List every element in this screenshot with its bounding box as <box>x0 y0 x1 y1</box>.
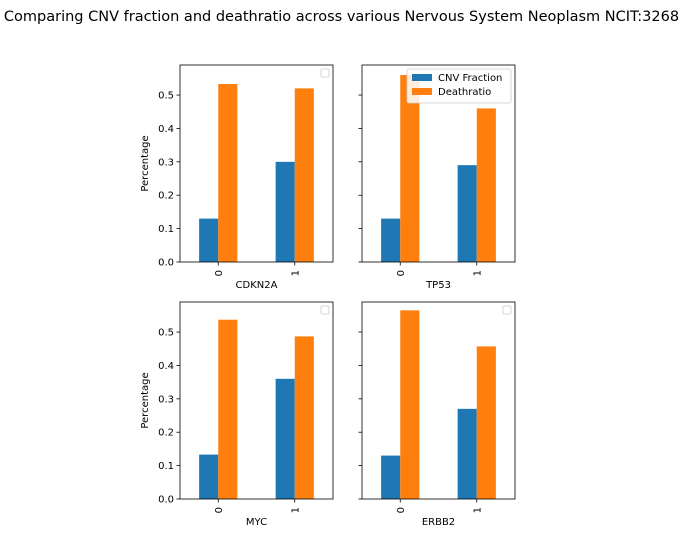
legend-label: CNV Fraction <box>438 73 502 84</box>
x-axis-label: CDKN2A <box>236 280 278 291</box>
bar-deathratio-1 <box>294 336 314 499</box>
empty-legend-box <box>320 305 330 315</box>
y-tick-label: 0.3 <box>158 394 174 405</box>
bar-cnv-fraction-1 <box>275 378 295 499</box>
bar-cnv-fraction-1 <box>457 408 477 499</box>
y-tick-label: 0.3 <box>158 157 174 168</box>
x-tick-label: 0 <box>214 270 225 276</box>
x-tick-label: 1 <box>290 507 301 513</box>
y-tick-label: 0.2 <box>158 428 174 439</box>
legend-box <box>406 68 512 104</box>
x-tick-label: 0 <box>396 507 407 513</box>
y-axis-label: Percentage <box>140 372 151 428</box>
x-tick-label: 0 <box>396 270 407 276</box>
bar-deathratio-1 <box>294 88 314 263</box>
legend-swatch <box>412 74 432 81</box>
empty-legend-box <box>320 68 330 78</box>
figure-title: Comparing CNV fraction and deathratio ac… <box>4 9 679 25</box>
axes-frame <box>361 301 516 500</box>
legend: CNV Fraction Deathratio <box>406 68 512 104</box>
subplot-bottom-right: 0 1 ERBB2 <box>358 301 516 528</box>
subplots: 0 1 0.0 0.1 0.2 0.3 0.4 0.5 CDKN2A Percentage 0 1 TP… <box>140 64 516 528</box>
y-tick-label: 0.5 <box>158 91 174 102</box>
empty-legend-box <box>502 305 512 315</box>
y-tick-label: 0.1 <box>158 224 174 235</box>
axes-frame <box>361 64 516 263</box>
x-tick-label: 0 <box>214 507 225 513</box>
legend-swatch <box>412 88 432 95</box>
y-tick-label: 0.0 <box>158 495 174 506</box>
axes-frame <box>179 64 334 263</box>
bar-deathratio-0 <box>218 84 238 262</box>
y-tick-label: 0.5 <box>158 328 174 339</box>
x-tick-label: 1 <box>472 270 483 276</box>
bar-cnv-fraction-0 <box>381 218 401 262</box>
y-tick-label: 0.2 <box>158 191 174 202</box>
bar-cnv-fraction-0 <box>199 454 219 499</box>
x-tick-label: 1 <box>472 507 483 513</box>
bar-cnv-fraction-1 <box>275 161 295 262</box>
bar-deathratio-0 <box>218 319 238 499</box>
bar-deathratio-0 <box>400 310 420 499</box>
axes-frame <box>179 301 334 500</box>
y-axis-label: Percentage <box>140 135 151 191</box>
x-axis-label: TP53 <box>425 280 451 291</box>
x-tick-label: 1 <box>290 270 301 276</box>
y-tick-label: 0.0 <box>158 258 174 269</box>
y-tick-label: 0.1 <box>158 461 174 472</box>
x-axis-label: ERBB2 <box>422 517 455 528</box>
bar-cnv-fraction-0 <box>381 455 401 499</box>
y-tick-label: 0.4 <box>158 361 174 372</box>
legend-label: Deathratio <box>438 87 491 98</box>
bar-deathratio-0 <box>400 75 420 263</box>
subplot-top-right: 0 1 TP53 CNV Fraction Deathratio <box>358 64 516 291</box>
bar-deathratio-1 <box>476 346 496 499</box>
subplot-bottom-left: 0 1 0.0 0.1 0.2 0.3 0.4 0.5 MYC Percentage <box>140 301 334 528</box>
bar-cnv-fraction-1 <box>457 165 477 262</box>
x-axis-label: MYC <box>246 517 267 528</box>
bar-cnv-fraction-0 <box>199 218 219 262</box>
y-tick-label: 0.4 <box>158 124 174 135</box>
bar-deathratio-1 <box>476 108 496 262</box>
subplot-top-left: 0 1 0.0 0.1 0.2 0.3 0.4 0.5 CDKN2A Percentage <box>140 64 334 291</box>
